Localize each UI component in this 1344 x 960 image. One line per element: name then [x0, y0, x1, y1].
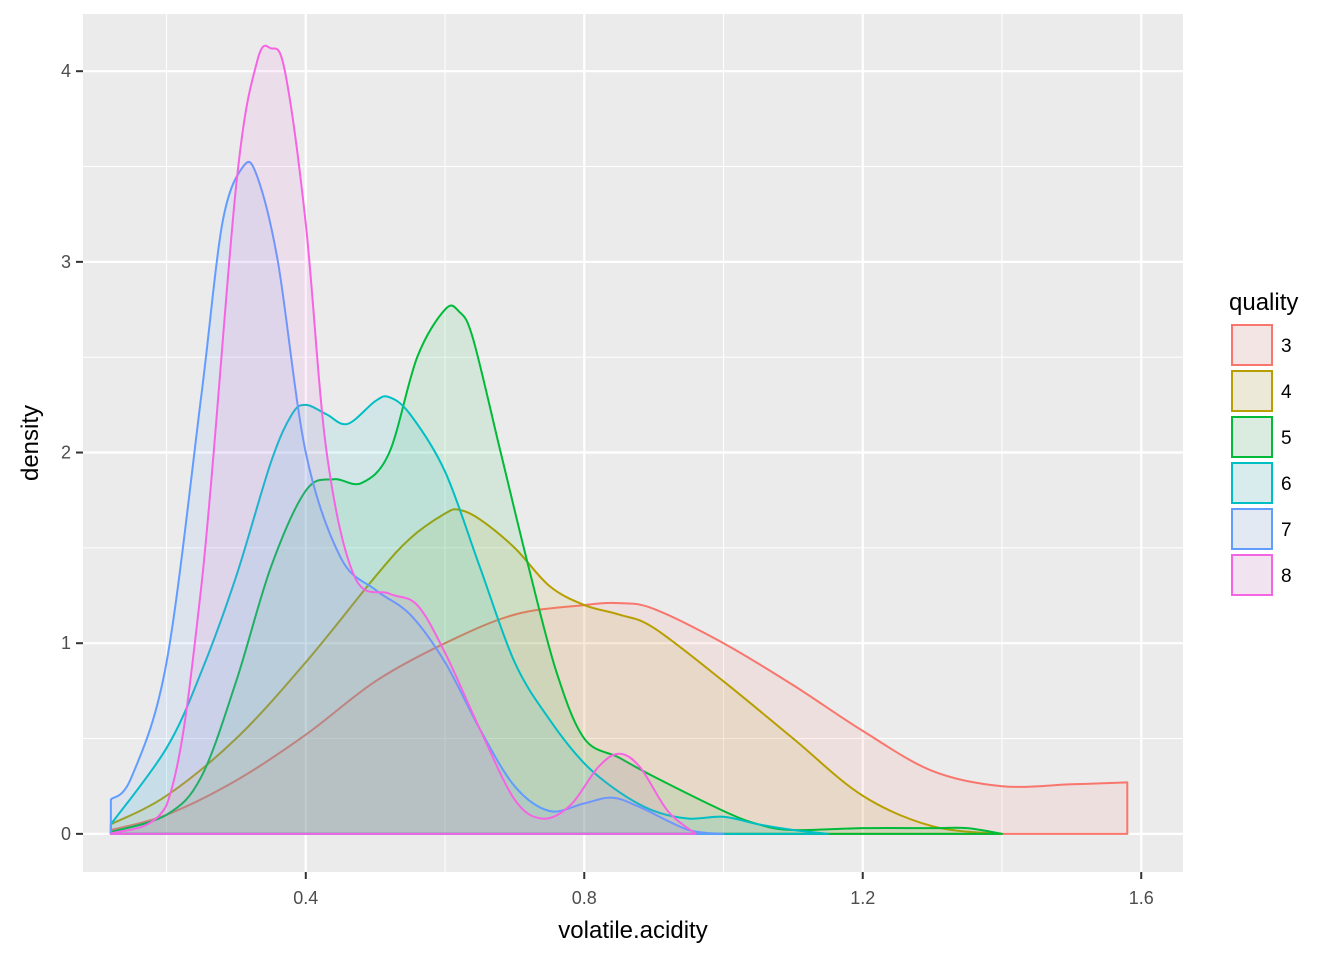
legend-key-bg-8: [1231, 554, 1273, 596]
legend-label-quality-4: 4: [1281, 382, 1292, 403]
x-tick-label-2: 1.2: [850, 888, 875, 908]
legend-label-quality-5: 5: [1281, 428, 1292, 449]
legend-key-bg-3: [1231, 324, 1273, 366]
grid-minor: [83, 14, 1183, 872]
x-tick-label-0: 0.4: [293, 888, 318, 908]
y-tick-label-1: 1: [61, 633, 71, 653]
legend-title: quality: [1229, 289, 1298, 316]
plot-panel: [83, 14, 1183, 872]
legend-key-quality-5: [1231, 416, 1273, 458]
y-axis-tick-labels: 0 1 2 3 4: [61, 61, 71, 844]
legend-key-bg-4: [1231, 370, 1273, 412]
legend-label-quality-6: 6: [1281, 474, 1292, 495]
series-layer: [109, 44, 1129, 835]
grid-major: [83, 14, 1183, 872]
y-tick-label-0: 0: [61, 824, 71, 844]
x-axis-tick-labels: 0.4 0.8 1.2 1.6: [293, 888, 1153, 908]
y-tick-label-3: 3: [61, 252, 71, 272]
legend-label-quality-8: 8: [1281, 566, 1292, 587]
legend-items: 3 4 5 6 7 8: [1231, 324, 1292, 596]
legend-label-quality-3: 3: [1281, 336, 1292, 357]
legend-key-quality-7: [1231, 508, 1273, 550]
density-area-quality-7: [109, 160, 725, 835]
density-area-quality-6: [109, 395, 829, 835]
density-area-quality-3: [109, 601, 1129, 835]
legend-label-quality-7: 7: [1281, 520, 1292, 541]
legend-key-quality-3: [1231, 324, 1273, 366]
x-tick-label-1: 0.8: [572, 888, 597, 908]
y-tick-label-4: 4: [61, 61, 71, 81]
legend-key-bg-7: [1231, 508, 1273, 550]
y-tick-label-2: 2: [61, 443, 71, 463]
legend-key-quality-8: [1231, 554, 1273, 596]
legend-key-quality-4: [1231, 370, 1273, 412]
density-area-quality-8: [109, 44, 697, 835]
axis-ticks: [76, 70, 1143, 879]
x-axis-title: volatile.acidity: [558, 917, 707, 944]
legend: quality 3 4 5 6 7 8: [1229, 289, 1298, 596]
x-tick-label-3: 1.6: [1129, 888, 1154, 908]
legend-key-bg-6: [1231, 462, 1273, 504]
y-axis-title: density: [17, 405, 44, 481]
legend-key-bg-5: [1231, 416, 1273, 458]
legend-key-quality-6: [1231, 462, 1273, 504]
